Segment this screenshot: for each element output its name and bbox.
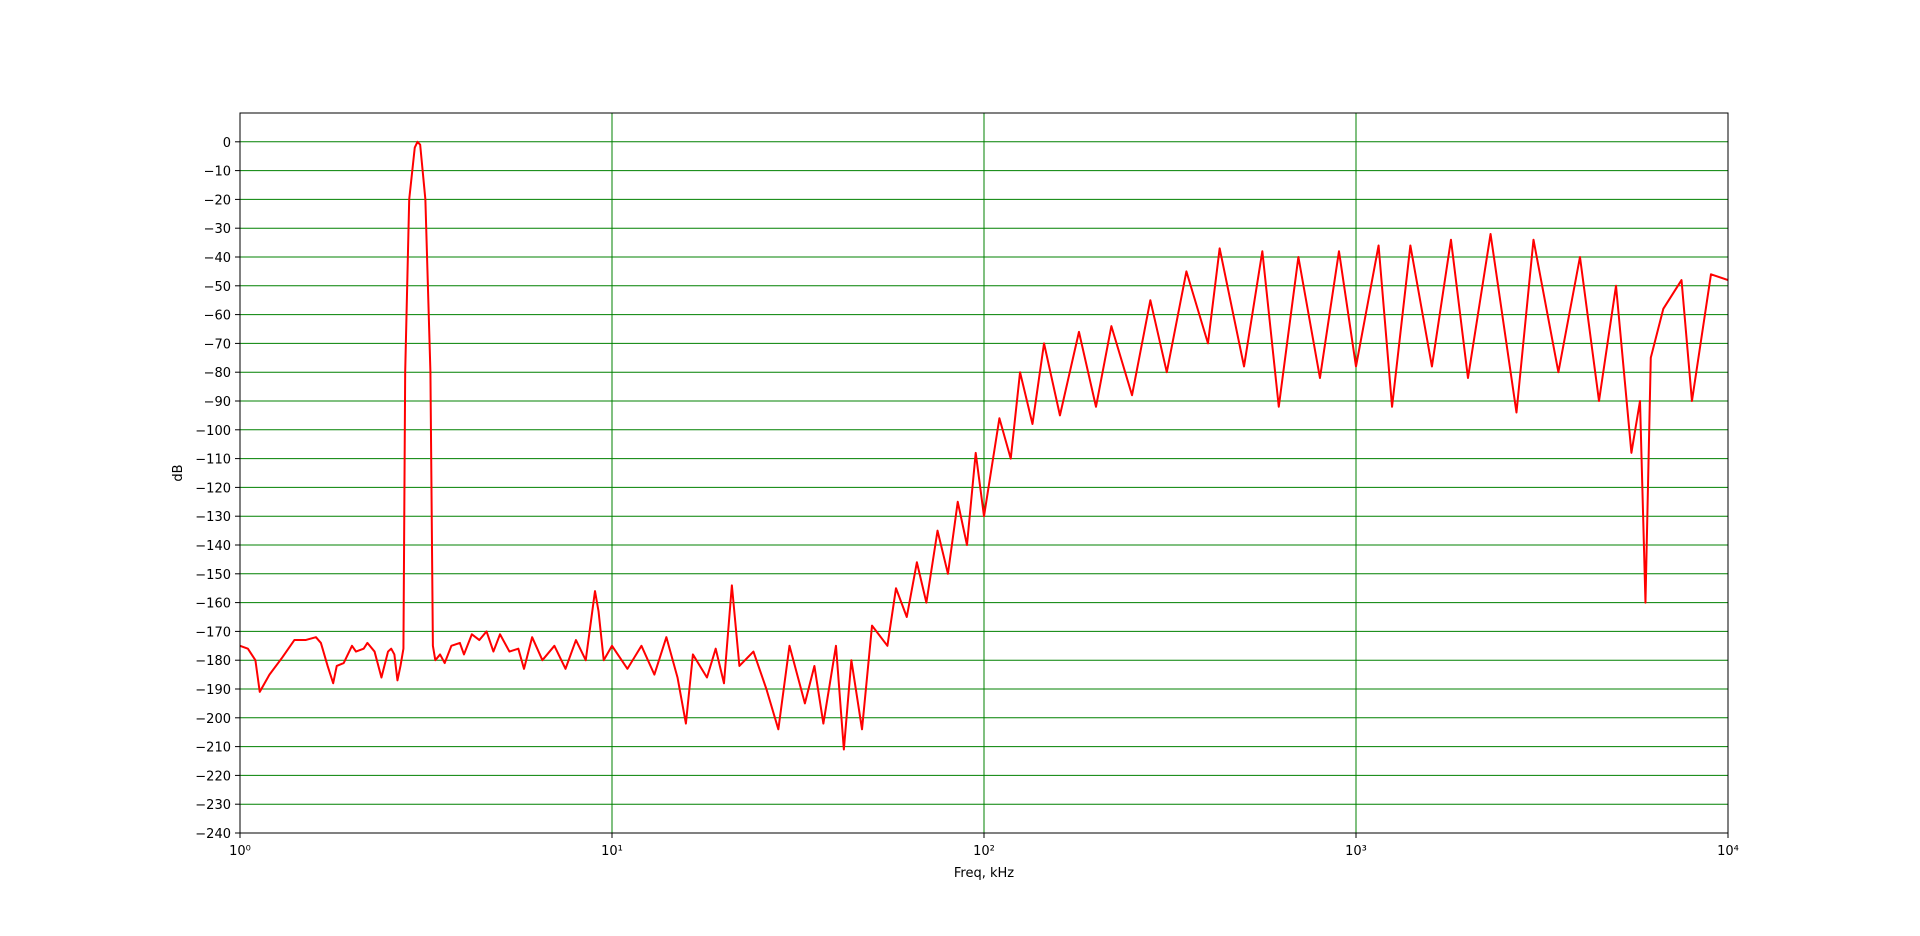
- y-tick-label: −10: [204, 165, 231, 180]
- x-axis-label: Freq, kHz: [954, 866, 1014, 881]
- y-tick-label: −160: [195, 597, 231, 612]
- x-tick-label: 10²: [973, 844, 995, 859]
- y-tick-label: −100: [195, 424, 231, 439]
- y-tick-label: −20: [204, 193, 231, 208]
- y-tick-label: 0: [223, 136, 231, 151]
- y-tick-label: −30: [204, 222, 231, 237]
- y-tick-label: −190: [195, 683, 231, 698]
- y-tick-label: −150: [195, 568, 231, 583]
- y-tick-label: −210: [195, 741, 231, 756]
- y-tick-label: −200: [195, 712, 231, 727]
- y-tick-label: −60: [204, 309, 231, 324]
- line-series: [240, 140, 1728, 751]
- y-tick-label: −240: [195, 827, 231, 842]
- y-tick-label: −120: [195, 481, 231, 496]
- y-tick-label: −110: [195, 453, 231, 468]
- y-tick-label: −170: [195, 625, 231, 640]
- y-tick-label: −40: [204, 251, 231, 266]
- y-tick-label: −180: [195, 654, 231, 669]
- x-tick-label: 10⁰: [229, 844, 251, 859]
- y-axis-label: dB: [171, 464, 186, 481]
- plot-frame: [239, 112, 1729, 834]
- y-tick-label: −80: [204, 366, 231, 381]
- y-tick-label: −140: [195, 539, 231, 554]
- y-tick-label: −220: [195, 769, 231, 784]
- y-tick-label: −90: [204, 395, 231, 410]
- y-tick-label: −50: [204, 280, 231, 295]
- x-tick-label: 10³: [1345, 844, 1367, 859]
- x-tick-label: 10⁴: [1717, 844, 1739, 859]
- x-tick-label: 10¹: [601, 844, 623, 859]
- y-tick-label: −70: [204, 337, 231, 352]
- y-tick-label: −130: [195, 510, 231, 525]
- y-tick-label: −230: [195, 798, 231, 813]
